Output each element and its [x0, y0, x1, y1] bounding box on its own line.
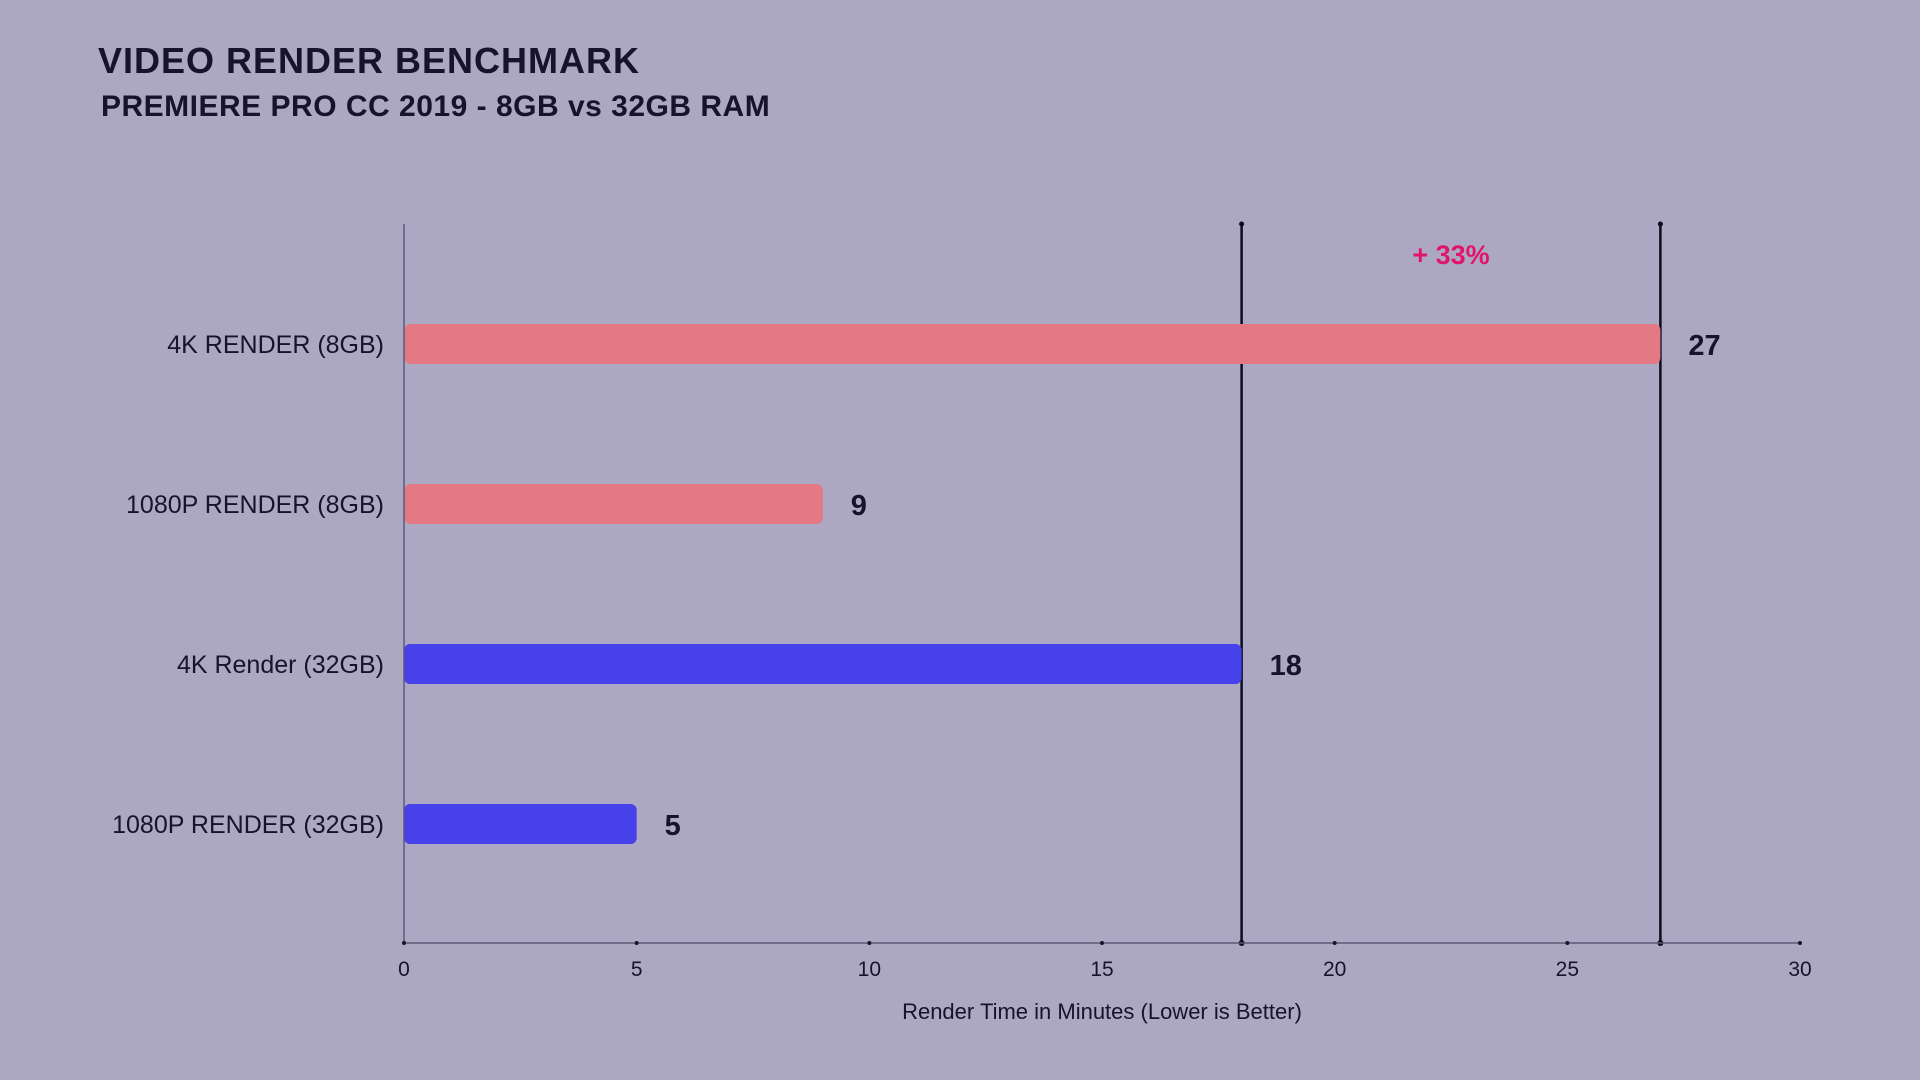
bar — [404, 644, 1242, 684]
category-label: 1080P RENDER (32GB) — [112, 811, 384, 839]
x-tick-label: 20 — [1323, 958, 1346, 981]
chart-subtitle: PREMIERE PRO CC 2019 - 8GB vs 32GB RAM — [101, 90, 771, 123]
x-tick-label: 5 — [631, 958, 643, 981]
reference-line-cap — [1239, 221, 1245, 227]
bar — [404, 484, 823, 524]
bar — [404, 804, 637, 844]
bar — [404, 324, 1661, 364]
x-tick-label: 25 — [1556, 958, 1579, 981]
chart-title: VIDEO RENDER BENCHMARK — [98, 40, 641, 81]
x-tick-mark — [1332, 941, 1337, 945]
x-tick-label: 30 — [1788, 958, 1811, 981]
x-tick-mark — [634, 941, 639, 945]
reference-line-cap — [1657, 221, 1663, 227]
x-tick-mark — [1798, 941, 1802, 945]
x-axis-title: Render Time in Minutes (Lower is Better) — [902, 999, 1302, 1024]
x-tick-label: 0 — [398, 958, 410, 981]
x-tick-label: 10 — [858, 958, 881, 981]
value-label: 27 — [1688, 330, 1720, 362]
x-tick-label: 15 — [1090, 958, 1113, 981]
value-label: 18 — [1270, 650, 1302, 682]
value-label: 9 — [851, 490, 867, 522]
x-tick-mark — [1565, 941, 1570, 945]
value-label: 5 — [665, 810, 681, 842]
category-label: 4K Render (32GB) — [177, 651, 384, 679]
x-tick-mark — [402, 941, 406, 945]
x-tick-mark — [867, 941, 872, 945]
x-tick-mark — [1100, 941, 1104, 945]
category-label: 1080P RENDER (8GB) — [126, 491, 384, 519]
category-label: 4K RENDER (8GB) — [167, 331, 384, 359]
difference-annotation: + 33% — [1412, 240, 1489, 270]
